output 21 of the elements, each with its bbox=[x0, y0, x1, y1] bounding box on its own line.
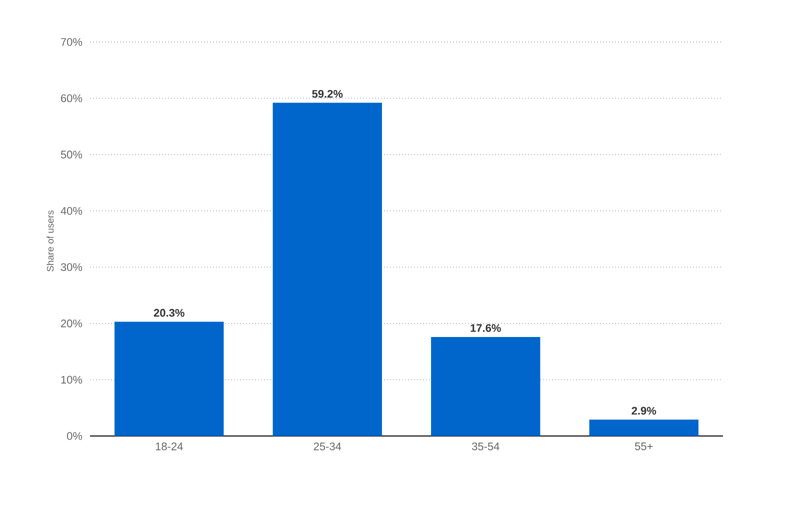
y-tick-label: 70% bbox=[61, 38, 82, 46]
x-tick-label: 35-54 bbox=[472, 442, 500, 450]
x-tick-label: 25-34 bbox=[314, 442, 342, 450]
data-label: 59.2% bbox=[312, 90, 343, 98]
y-tick-label: 30% bbox=[60, 263, 82, 272]
y-tick-label: 50% bbox=[60, 150, 82, 158]
y-tick-label: 0% bbox=[67, 432, 82, 440]
bar bbox=[272, 102, 382, 436]
y-tick-label: 40% bbox=[60, 206, 82, 215]
bar bbox=[431, 336, 540, 436]
y-axis-title: Share of users bbox=[46, 210, 54, 272]
bar bbox=[114, 322, 224, 436]
y-tick-label: 20% bbox=[61, 320, 82, 328]
data-label: 17.6% bbox=[470, 324, 501, 332]
y-tick-label: 60% bbox=[61, 94, 82, 102]
y-tick-label: 10% bbox=[61, 376, 82, 384]
bar bbox=[589, 420, 698, 436]
x-tick-label: 55+ bbox=[634, 442, 653, 450]
x-tick-label: 18-24 bbox=[156, 442, 183, 450]
data-label: 20.3% bbox=[154, 308, 184, 317]
data-label: 2.9% bbox=[632, 406, 656, 415]
